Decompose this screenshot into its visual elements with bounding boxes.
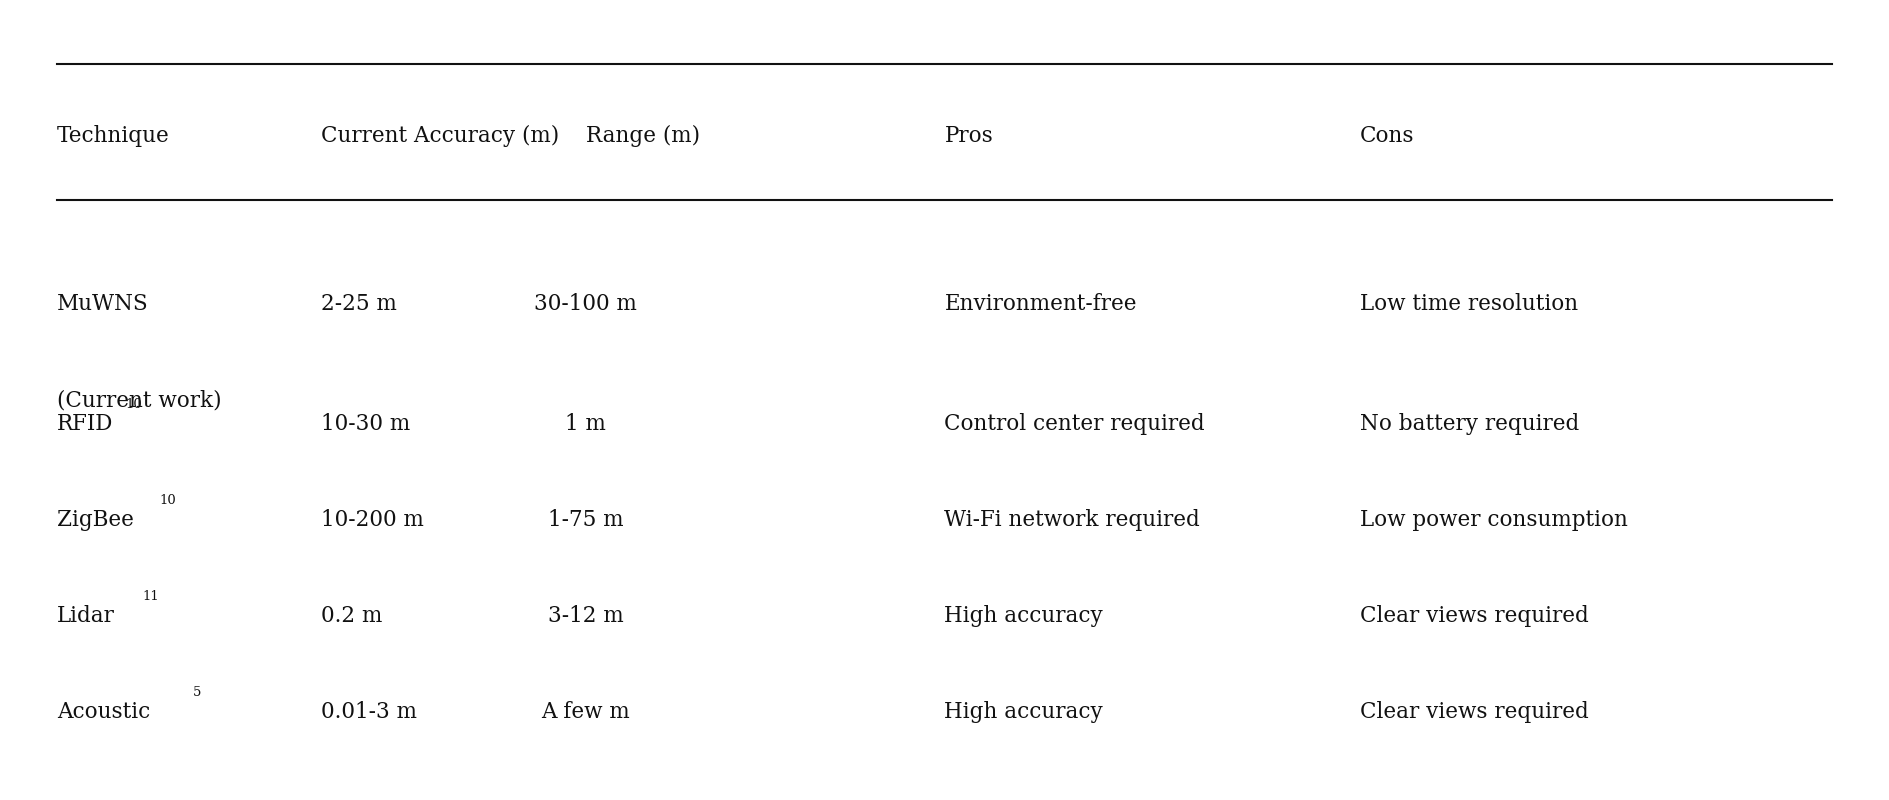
Text: Pros: Pros	[944, 125, 994, 147]
Text: 10-200 m: 10-200 m	[321, 509, 423, 531]
Text: High accuracy: High accuracy	[944, 605, 1103, 627]
Text: 2-25 m: 2-25 m	[321, 293, 397, 315]
Text: 10: 10	[125, 398, 142, 410]
Text: Range (m): Range (m)	[586, 125, 699, 147]
Text: Environment-free: Environment-free	[944, 293, 1137, 315]
Text: Control center required: Control center required	[944, 413, 1205, 435]
Text: 1 m: 1 m	[565, 413, 606, 435]
Text: 1-75 m: 1-75 m	[548, 509, 623, 531]
Text: 5: 5	[193, 686, 202, 698]
Text: MuWNS: MuWNS	[57, 293, 149, 315]
Text: Low time resolution: Low time resolution	[1360, 293, 1577, 315]
Text: Lidar: Lidar	[57, 605, 115, 627]
Text: Wi-Fi network required: Wi-Fi network required	[944, 509, 1200, 531]
Text: (Current work): (Current work)	[57, 389, 221, 411]
Text: 11: 11	[142, 590, 159, 602]
Text: Clear views required: Clear views required	[1360, 701, 1589, 723]
Text: 30-100 m: 30-100 m	[535, 293, 637, 315]
Text: A few m: A few m	[542, 701, 629, 723]
Text: Cons: Cons	[1360, 125, 1415, 147]
Text: Current Accuracy (m): Current Accuracy (m)	[321, 125, 559, 147]
Text: Clear views required: Clear views required	[1360, 605, 1589, 627]
Text: RFID: RFID	[57, 413, 113, 435]
Text: Acoustic: Acoustic	[57, 701, 149, 723]
Text: 10-30 m: 10-30 m	[321, 413, 410, 435]
Text: Technique: Technique	[57, 125, 170, 147]
Text: 3-12 m: 3-12 m	[548, 605, 623, 627]
Text: ZigBee: ZigBee	[57, 509, 134, 531]
Text: 0.01-3 m: 0.01-3 m	[321, 701, 417, 723]
Text: 0.2 m: 0.2 m	[321, 605, 382, 627]
Text: 10: 10	[159, 494, 176, 506]
Text: No battery required: No battery required	[1360, 413, 1579, 435]
Text: Low power consumption: Low power consumption	[1360, 509, 1628, 531]
Text: High accuracy: High accuracy	[944, 701, 1103, 723]
